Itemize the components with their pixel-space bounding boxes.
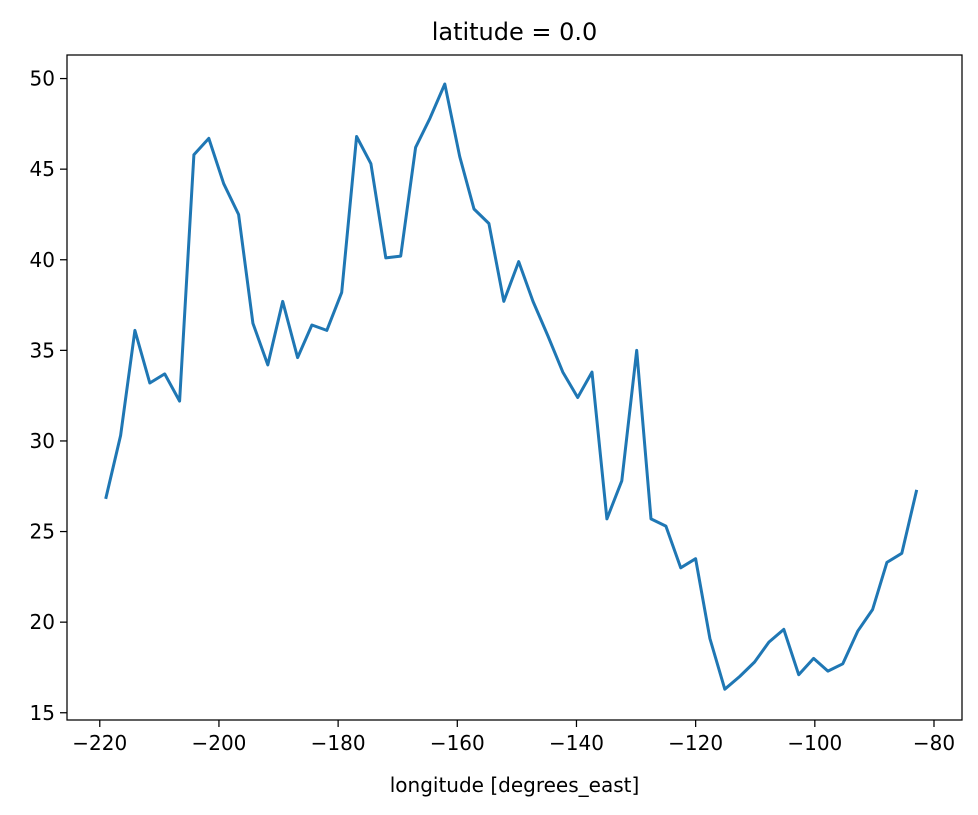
y-tick-label: 35	[30, 338, 55, 362]
series-line	[104, 82, 919, 691]
x-axis: −220 −200 −180 −160 −140 −120 −100 −80	[72, 720, 955, 755]
plot-series	[104, 82, 919, 691]
x-tick-label: −200	[191, 731, 246, 755]
y-tick-label: 50	[30, 67, 55, 91]
y-tick-label: 45	[30, 157, 55, 181]
y-tick-label: 15	[30, 701, 55, 725]
x-axis-title: longitude [degrees_east]	[390, 773, 640, 797]
x-tick-label: −220	[72, 731, 127, 755]
x-tick-label: −180	[311, 731, 366, 755]
y-tick-label: 40	[30, 248, 55, 272]
x-tick-label: −140	[549, 731, 604, 755]
plot-frame	[66, 54, 963, 721]
y-axis: 15 20 25 30 35 40 45 50	[30, 67, 67, 725]
x-tick-label: −120	[668, 731, 723, 755]
y-tick-label: 30	[30, 429, 55, 453]
chart-title: latitude = 0.0	[432, 18, 598, 46]
x-tick-label: −160	[430, 731, 485, 755]
y-tick-label: 25	[30, 520, 55, 544]
x-tick-label: −80	[913, 731, 955, 755]
x-tick-label: −100	[787, 731, 842, 755]
y-tick-label: 20	[30, 610, 55, 634]
